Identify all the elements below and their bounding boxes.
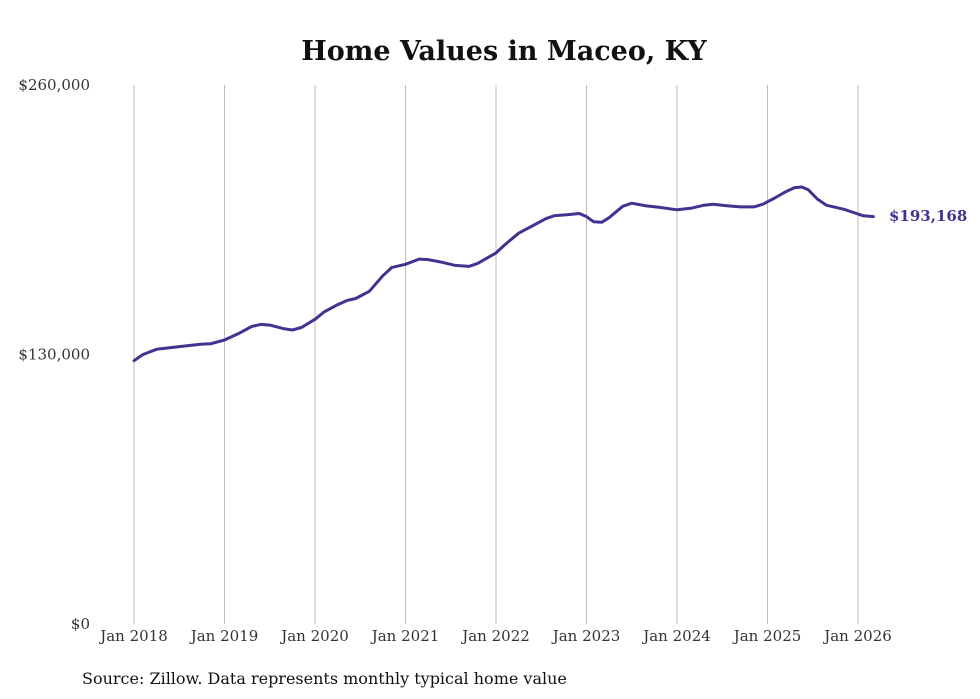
end-value-label: $193,168 bbox=[889, 207, 967, 225]
y-axis: $0 $130,000 $260,000 bbox=[18, 76, 90, 633]
series-line-0 bbox=[132, 185, 875, 363]
y-tick-label: $260,000 bbox=[18, 76, 90, 94]
x-tick-label: Jan 2020 bbox=[279, 627, 349, 645]
x-tick-label: Jan 2021 bbox=[370, 627, 440, 645]
y-tick-label: $130,000 bbox=[18, 346, 90, 364]
x-tick-label: Jan 2026 bbox=[822, 627, 892, 645]
source-note: Source: Zillow. Data represents monthly … bbox=[82, 669, 567, 688]
x-axis: Jan 2018 Jan 2019 Jan 2020 Jan 2021 Jan 2022… bbox=[98, 627, 892, 645]
x-tick-label: Jan 2025 bbox=[732, 627, 802, 645]
x-tick-label: Jan 2019 bbox=[189, 627, 259, 645]
y-tick-label: $0 bbox=[71, 615, 90, 633]
chart-title: Home Values in Maceo, KY bbox=[301, 36, 707, 67]
series-layer bbox=[132, 185, 875, 363]
x-tick-label: Jan 2023 bbox=[551, 627, 621, 645]
x-tick-label: Jan 2024 bbox=[641, 627, 711, 645]
gridlines bbox=[133, 85, 859, 624]
x-tick-label: Jan 2018 bbox=[98, 627, 168, 645]
x-tick-label: Jan 2022 bbox=[460, 627, 530, 645]
